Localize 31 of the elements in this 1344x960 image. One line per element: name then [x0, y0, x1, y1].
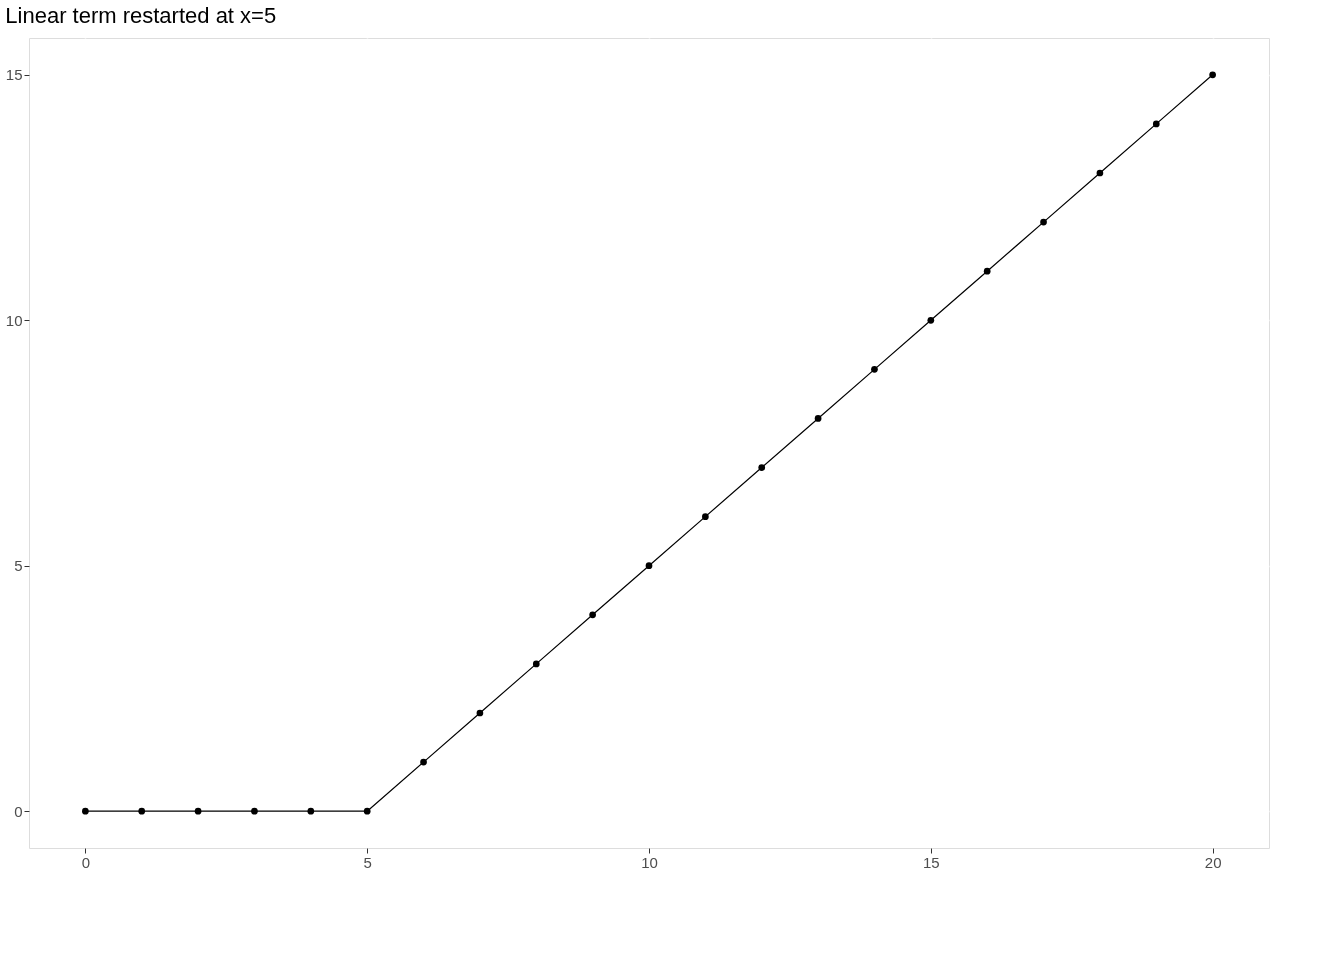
- y-tick-label: 5: [14, 557, 23, 575]
- y-tick-label: 15: [5, 66, 23, 84]
- point: [82, 807, 89, 815]
- point: [476, 709, 484, 717]
- x-tick-label: 0: [81, 853, 91, 871]
- point: [927, 316, 935, 324]
- point: [307, 807, 315, 815]
- point: [138, 807, 146, 815]
- point: [645, 562, 653, 570]
- x-tick-label: 10: [641, 853, 658, 871]
- y-tick-label: 10: [5, 311, 23, 329]
- x-tick-label: 5: [363, 853, 372, 871]
- point: [983, 267, 991, 275]
- point: [1096, 169, 1104, 177]
- point: [251, 807, 258, 815]
- point: [194, 807, 202, 815]
- point: [758, 464, 766, 471]
- point: [702, 513, 709, 520]
- y-tick-label: 0: [14, 802, 23, 820]
- x-tick-label: 20: [1204, 853, 1222, 871]
- point: [363, 807, 371, 815]
- point: [1209, 71, 1216, 79]
- x-tick-label: 15: [922, 853, 940, 871]
- point: [589, 611, 596, 619]
- point: [1040, 218, 1047, 226]
- chart-title: Linear term restarted at x=5: [5, 3, 277, 28]
- point: [814, 415, 822, 422]
- point: [1152, 120, 1160, 128]
- point: [871, 366, 878, 373]
- point: [420, 758, 427, 766]
- point: [532, 660, 540, 668]
